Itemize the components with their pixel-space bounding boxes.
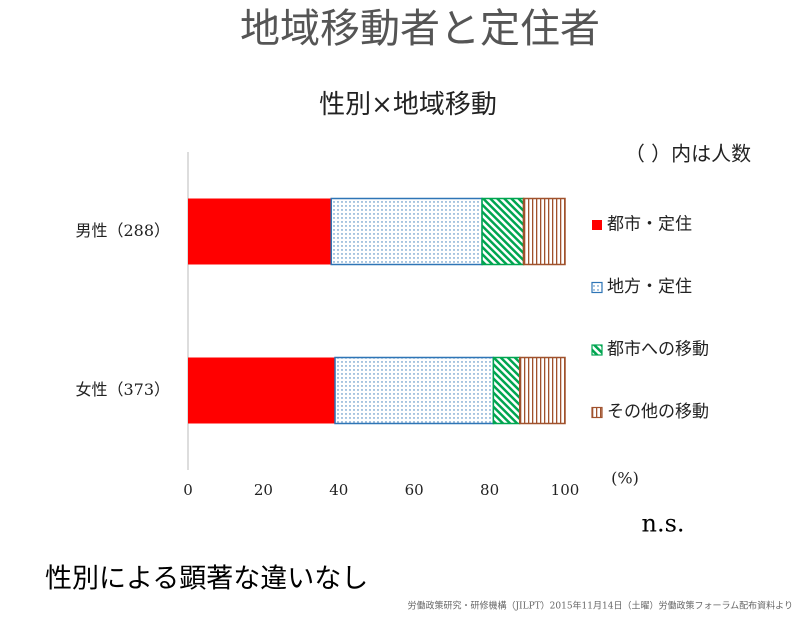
y-tick-label: 男性（288） [75, 221, 170, 240]
bar-segment [334, 356, 495, 425]
legend-swatch [591, 406, 603, 419]
bar-segment [522, 197, 566, 266]
bar-segment [330, 197, 483, 266]
legend-swatch [591, 281, 603, 294]
bar-segment [188, 198, 332, 265]
x-tick-label: 0 [183, 481, 193, 499]
bar-segment [492, 356, 521, 425]
slide-title: 地域移動者と定住者 [240, 6, 600, 52]
legend-swatch [591, 344, 603, 356]
x-tick-label: 20 [254, 481, 273, 499]
x-tick-label: 100 [551, 481, 580, 499]
conclusion: 性別による顕著な違いなし [45, 564, 368, 595]
bar-segment [188, 357, 336, 424]
chart-title: 性別×地域移動 [319, 90, 497, 120]
x-tick-label: 60 [405, 481, 424, 499]
annotation: n.s. [641, 510, 684, 538]
source: 労働政策研究・研修機構（JILPT）2015年11月14日（土曜）労働政策フォー… [407, 600, 793, 612]
y-tick-label: 女性（373） [75, 380, 170, 399]
legend-label: 都市・定住 [607, 215, 692, 235]
legend-label: その他の移動 [607, 402, 709, 422]
unit-label: (%) [611, 469, 639, 488]
legend-swatch [592, 220, 602, 230]
legend-label: 地方・定住 [607, 277, 692, 297]
x-tick-label: 40 [329, 481, 348, 499]
x-tick-label: 80 [480, 481, 499, 499]
chart-note: （ ）内は人数 [625, 142, 751, 166]
bar-segment [481, 197, 525, 266]
legend-label: 都市への移動 [607, 340, 709, 360]
bar-segment [519, 356, 566, 425]
